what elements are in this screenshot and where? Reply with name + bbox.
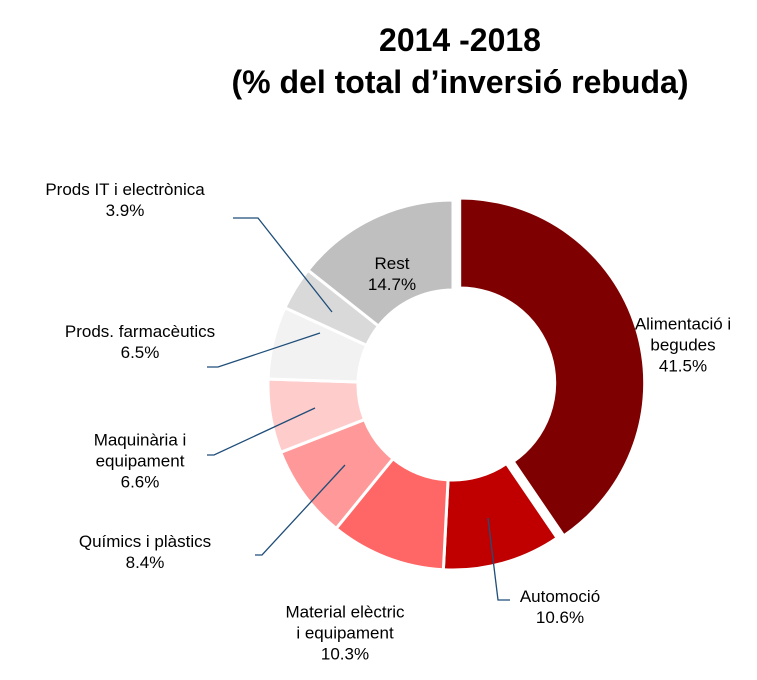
value-label: 6.5% xyxy=(120,343,160,362)
leader-line xyxy=(207,332,321,368)
category-name: Alimentació i begudes xyxy=(634,314,732,355)
leader-line xyxy=(207,407,316,456)
slice-label: Automoció 10.6% xyxy=(505,586,615,628)
value-label: 10.3% xyxy=(320,644,370,664)
value-label: 14.7% xyxy=(367,275,417,294)
value-label: 3.9% xyxy=(105,201,145,220)
chart-title: 2014 -2018 xyxy=(379,22,541,58)
slice-label: Prods IT i electrònica 3.9% xyxy=(10,179,240,221)
slice-label: Prods. farmacèutics 6.5% xyxy=(40,321,240,363)
value-label: 41.5% xyxy=(658,356,708,376)
slice-label: Maquinària i equipament 6.6% xyxy=(65,430,215,493)
slice-label: Rest 14.7% xyxy=(367,253,417,295)
category-name: Prods. farmacèutics xyxy=(64,322,216,341)
donut-slice xyxy=(305,198,455,329)
category-name: Rest xyxy=(374,254,410,273)
leader-line xyxy=(233,217,333,313)
value-label: 6.6% xyxy=(120,472,160,492)
slice-label: Material elèctric i equipament 10.3% xyxy=(285,602,405,665)
category-name: Material elèctric i equipament xyxy=(285,602,405,643)
slice-label: Alimentació i begudes 41.5% xyxy=(623,314,743,377)
leader-line xyxy=(487,517,510,601)
category-name: Maquinària i equipament xyxy=(93,430,187,471)
value-label: 10.6% xyxy=(535,608,585,627)
donut-slice xyxy=(458,196,647,538)
category-name: Prods IT i electrònica xyxy=(45,180,205,199)
leader-line xyxy=(255,464,346,556)
slice-label: Químics i plàstics 8.4% xyxy=(45,531,245,573)
value-label: 8.4% xyxy=(125,553,165,572)
chart-subtitle: (% del total d’inversió rebuda) xyxy=(231,64,689,100)
category-name: Automoció xyxy=(519,587,601,606)
category-name: Químics i plàstics xyxy=(78,532,212,551)
